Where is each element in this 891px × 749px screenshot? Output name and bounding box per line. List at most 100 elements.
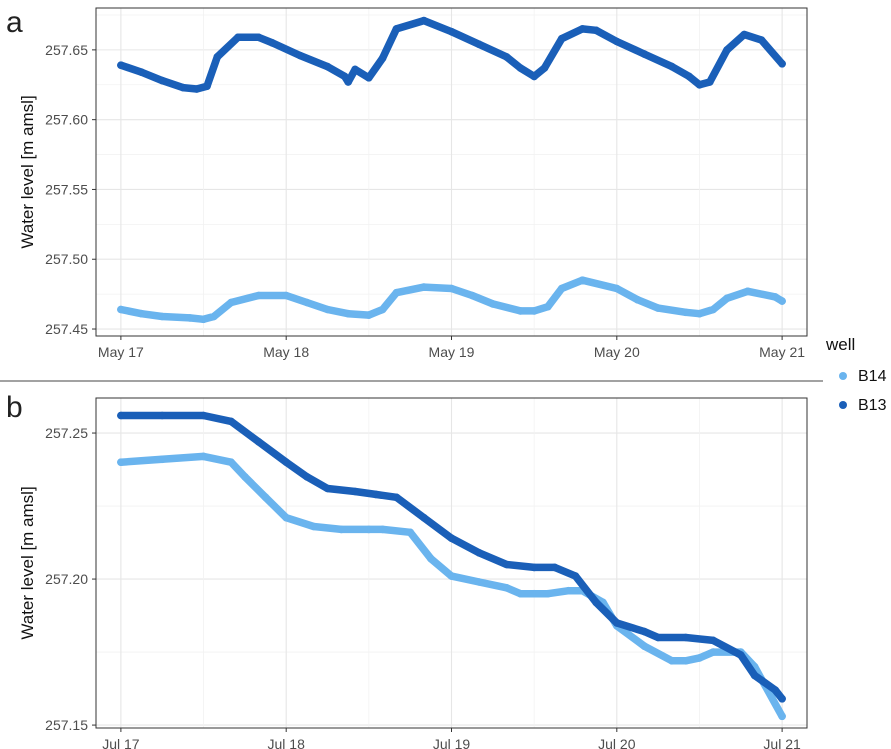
panel-b-point-b14	[447, 572, 456, 580]
panel-a-point-b13	[158, 76, 166, 85]
panel-a-point-b14	[199, 315, 208, 324]
panel-b-x-tick-label: Jul 20	[598, 736, 636, 749]
panel-b-point-b13	[737, 651, 745, 659]
panel-a-point-b13	[540, 64, 549, 72]
panel-b-point-b13	[303, 473, 311, 481]
legend-label-b13: B13	[858, 397, 887, 414]
panel-a-point-b13	[203, 82, 211, 90]
panel-a-point-b14	[186, 314, 194, 322]
panel-b-y-tick-label: 257.15	[45, 717, 88, 733]
panel-b-point-b14	[640, 642, 649, 650]
panel-b-point-b13	[227, 417, 235, 426]
panel-b-point-b14	[282, 513, 291, 522]
panel-b-point-b13	[323, 484, 332, 493]
panel-a-point-b13	[757, 36, 766, 44]
panel-b-point-b14	[668, 657, 676, 665]
panel-b-x-tick-label: Jul 18	[268, 736, 306, 749]
panel-b-point-b13	[709, 636, 717, 645]
panel-a-point-b14	[709, 305, 717, 314]
panel-b-point-b14	[199, 452, 208, 461]
panel-a-x-tick-label: May 20	[594, 344, 640, 360]
panel-a-point-b13	[344, 78, 353, 86]
legend: well B14 B13	[825, 335, 887, 414]
panel-a-point-b13	[695, 81, 704, 89]
panel-b-point-b13	[420, 513, 428, 522]
panel-b-point-b14	[544, 589, 552, 598]
panel-a-point-b14	[681, 308, 690, 317]
panel-b-point-b13	[571, 572, 580, 580]
panel-b-point-b14	[227, 458, 235, 467]
panel-a-y-tick-label: 257.50	[45, 251, 88, 267]
panel-b-point-b14	[365, 525, 373, 534]
panel-a-label: a	[6, 6, 23, 39]
panel-b-point-b13	[654, 633, 662, 642]
panel-a-point-b13	[234, 33, 242, 42]
panel-b-point-b14	[378, 525, 387, 534]
panel-a-y-tick-label: 257.65	[45, 42, 88, 58]
panel-a-series-b14-trace	[117, 276, 786, 324]
panel-a-point-b13	[192, 85, 201, 93]
panel-a-point-b13	[778, 60, 786, 68]
panel-b-y-axis-title: Water level [m amsl]	[18, 486, 37, 639]
panel-a-y-tick-label: 257.45	[45, 321, 88, 337]
panel-a-y-tick-label: 257.55	[45, 181, 88, 197]
panel-a-point-b14	[633, 295, 642, 304]
panel-a-point-b14	[254, 291, 263, 300]
panel-a-x-tick-label: May 18	[263, 344, 309, 360]
panel-a-point-b13	[340, 72, 349, 81]
panel-b-x-tick-label: Jul 21	[763, 736, 801, 749]
panel-a-point-b13	[392, 25, 401, 33]
panel-a-point-b14	[613, 284, 621, 293]
panel-b-point-b13	[117, 411, 125, 420]
panel-a-point-b13	[420, 16, 428, 25]
panel-a-point-b14	[137, 309, 146, 318]
panel-b-point-b14	[427, 554, 435, 563]
panel-a-point-b14	[544, 302, 552, 311]
panel-a-point-b14	[392, 288, 401, 297]
panel-a-point-b13	[254, 33, 263, 42]
panel-b-point-b13	[158, 411, 166, 420]
panel-a-point-b14	[578, 276, 587, 285]
panel-b-point-b13	[613, 619, 621, 627]
panel-b-series	[117, 411, 786, 721]
panel-a-x-tick-label: May 21	[759, 344, 805, 360]
panel-a-point-b13	[516, 64, 525, 72]
panel-a-point-b14	[778, 297, 786, 305]
panel-b-x-tick-label: Jul 17	[102, 736, 140, 749]
panel-b-point-b13	[750, 671, 759, 680]
panel-a-point-b14	[468, 291, 477, 300]
panel-a-grid	[96, 8, 807, 336]
legend-key-b13	[839, 401, 847, 409]
panel-b-series-b13-trace	[117, 411, 786, 703]
panel-b-label: b	[6, 391, 23, 424]
panel-b-point-b13	[530, 563, 538, 572]
panel-a-series	[117, 16, 786, 324]
panel-a-point-b14	[282, 291, 291, 300]
panel-a-point-b14	[227, 298, 235, 307]
panel-a-point-b13	[592, 26, 600, 35]
panel-b-grid	[96, 398, 807, 728]
panel-a-point-b14	[723, 294, 731, 303]
panel-b-point-b14	[117, 458, 125, 467]
panel-a-point-b14	[695, 309, 704, 318]
panel-b-point-b13	[502, 560, 511, 569]
panel-a-y-ticks: 257.45 257.50 257.55 257.60 257.65	[45, 42, 96, 337]
panel-b-point-b14	[709, 648, 717, 656]
panel-b-point-b14	[475, 578, 483, 586]
panel-a-point-b13	[475, 40, 483, 49]
panel-a-point-b13	[179, 83, 187, 92]
panel-b-point-b13	[282, 458, 291, 467]
legend-key-b14	[839, 372, 847, 380]
panel-b-point-b13	[254, 438, 263, 446]
panel-b-point-b14	[516, 589, 525, 598]
panel-b-point-b14	[530, 589, 538, 598]
panel-b-y-ticks: 257.15 257.20 257.25	[45, 425, 96, 733]
panel-a-point-b13	[137, 68, 146, 76]
panel-a-point-b14	[344, 309, 353, 318]
panel-a-point-b14	[557, 284, 566, 293]
panel-a-point-b14	[303, 298, 311, 307]
panel-a-point-b13	[723, 46, 731, 54]
panel-a-x-ticks: May 17 May 18 May 19 May 20 May 21	[98, 336, 805, 360]
panel-a-point-b13	[530, 72, 538, 81]
